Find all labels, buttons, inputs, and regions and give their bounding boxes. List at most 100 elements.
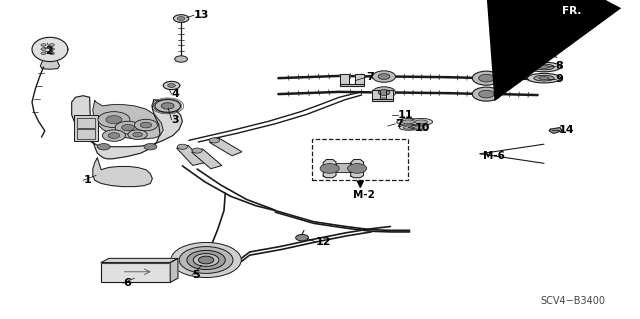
Circle shape	[177, 17, 185, 20]
Text: 7: 7	[366, 72, 374, 82]
Circle shape	[97, 144, 110, 150]
Circle shape	[179, 247, 233, 273]
Text: 4: 4	[172, 89, 179, 99]
Polygon shape	[177, 145, 204, 166]
Circle shape	[372, 87, 396, 98]
Circle shape	[192, 148, 202, 153]
Circle shape	[49, 52, 54, 55]
Circle shape	[171, 242, 241, 278]
Ellipse shape	[403, 126, 413, 129]
Polygon shape	[323, 160, 336, 178]
Ellipse shape	[527, 73, 561, 83]
Circle shape	[187, 250, 225, 270]
Text: 14: 14	[540, 43, 555, 54]
Circle shape	[348, 164, 367, 173]
Ellipse shape	[402, 120, 415, 124]
Circle shape	[108, 133, 120, 138]
Polygon shape	[549, 128, 562, 133]
Circle shape	[177, 144, 188, 149]
Polygon shape	[209, 138, 242, 156]
Polygon shape	[372, 99, 393, 101]
Circle shape	[175, 56, 188, 62]
Polygon shape	[372, 90, 380, 99]
Bar	[74, 115, 98, 141]
Circle shape	[163, 81, 180, 90]
Circle shape	[320, 164, 339, 173]
Circle shape	[479, 90, 494, 98]
Ellipse shape	[410, 125, 428, 130]
Text: 12: 12	[316, 237, 331, 247]
Circle shape	[296, 234, 308, 241]
Circle shape	[173, 15, 189, 22]
Circle shape	[115, 121, 141, 134]
Polygon shape	[386, 90, 393, 99]
Text: 13: 13	[194, 10, 209, 20]
Text: 2: 2	[45, 46, 52, 56]
Circle shape	[479, 74, 494, 82]
Polygon shape	[101, 258, 178, 263]
Circle shape	[144, 144, 157, 150]
Circle shape	[472, 87, 500, 101]
Polygon shape	[93, 158, 152, 187]
Text: 10: 10	[415, 123, 430, 133]
Text: 3: 3	[172, 115, 179, 125]
Ellipse shape	[527, 62, 561, 72]
Circle shape	[378, 90, 390, 95]
Circle shape	[133, 132, 143, 137]
Circle shape	[198, 256, 214, 264]
Text: 14: 14	[559, 125, 574, 135]
Circle shape	[372, 71, 396, 82]
Polygon shape	[72, 96, 182, 159]
Circle shape	[41, 44, 46, 46]
Circle shape	[161, 103, 174, 109]
Bar	[312, 139, 408, 180]
Circle shape	[140, 122, 152, 128]
Circle shape	[98, 112, 130, 128]
Polygon shape	[93, 100, 163, 139]
Circle shape	[49, 44, 54, 46]
Bar	[101, 263, 170, 282]
Polygon shape	[170, 258, 178, 282]
Text: M-2: M-2	[353, 189, 375, 200]
Polygon shape	[355, 74, 364, 84]
Polygon shape	[32, 37, 68, 62]
Circle shape	[134, 119, 157, 131]
Ellipse shape	[534, 64, 554, 70]
Ellipse shape	[410, 118, 433, 125]
Text: 7: 7	[396, 119, 403, 129]
Ellipse shape	[534, 75, 554, 81]
Text: M-6: M-6	[499, 20, 521, 31]
Ellipse shape	[414, 126, 424, 129]
Polygon shape	[340, 74, 349, 84]
Circle shape	[209, 138, 220, 143]
Polygon shape	[351, 160, 364, 178]
Text: 11: 11	[398, 110, 413, 121]
Circle shape	[102, 130, 125, 141]
Bar	[77, 118, 95, 128]
Text: 8: 8	[556, 61, 563, 71]
Text: 9: 9	[556, 74, 563, 84]
Polygon shape	[191, 149, 222, 169]
FancyArrowPatch shape	[482, 0, 621, 101]
Text: M-6: M-6	[483, 151, 505, 161]
Bar	[77, 129, 95, 139]
Text: 6: 6	[123, 278, 131, 288]
Circle shape	[472, 71, 500, 85]
Polygon shape	[525, 46, 531, 53]
Text: 1: 1	[83, 175, 91, 185]
Circle shape	[106, 116, 122, 124]
Ellipse shape	[539, 77, 549, 80]
Text: 5: 5	[192, 270, 200, 280]
Circle shape	[378, 74, 390, 79]
Ellipse shape	[399, 125, 417, 130]
Polygon shape	[40, 62, 60, 69]
Text: FR.: FR.	[562, 5, 581, 16]
Circle shape	[49, 48, 54, 50]
Circle shape	[122, 124, 134, 131]
Ellipse shape	[397, 118, 420, 125]
Ellipse shape	[415, 120, 428, 124]
Circle shape	[168, 84, 175, 87]
Bar	[336, 163, 351, 172]
Circle shape	[155, 100, 180, 112]
Polygon shape	[340, 84, 364, 86]
